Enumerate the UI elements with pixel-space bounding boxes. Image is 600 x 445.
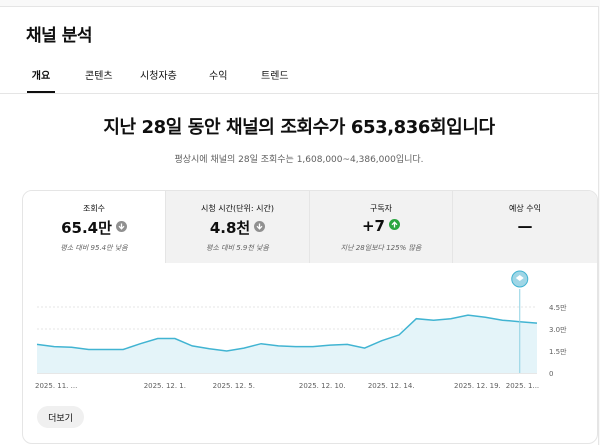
page-title: 채널 분석 bbox=[26, 26, 92, 46]
x-tick-label: 2025. 12. 10. bbox=[299, 382, 346, 390]
metric-value: +7 bbox=[310, 217, 452, 235]
x-tick-label: 2025. 12. 5. bbox=[213, 382, 255, 390]
metrics-row: 조회수 65.4만 평소 대비 95.4만 낮음 시청 시간(단위: 시간) 4… bbox=[23, 191, 597, 263]
metric-label: 시청 시간(단위: 시간) bbox=[201, 204, 274, 213]
views-chart[interactable]: 4.5만 3.0만 1.5만 0 2025. 11. ... 2025. 12. 1. 20… bbox=[23, 263, 597, 395]
metric-estimated-revenue[interactable]: 예상 수익 — bbox=[453, 191, 597, 263]
analytics-page: 채널 분석 개요 콘텐츠 시청자층 수익 트렌드 지난 28일 동안 채널의 조… bbox=[0, 6, 599, 445]
y-tick-label: 1.5만 bbox=[549, 347, 567, 356]
metric-label: 구독자 bbox=[369, 204, 393, 213]
tab-revenue[interactable]: 수익 bbox=[209, 71, 228, 82]
x-tick-label: 2025. 11. ... bbox=[35, 382, 77, 390]
y-tick-label: 0 bbox=[549, 370, 553, 378]
trend-down-icon bbox=[254, 221, 266, 232]
metric-note: 지난 28일보다 125% 많음 bbox=[340, 244, 422, 252]
summary-subline: 평상시에 채널의 28일 조회수는 1,608,000~4,386,000입니다… bbox=[174, 155, 424, 165]
metric-value: 65.4만 bbox=[23, 217, 165, 238]
trend-up-icon bbox=[389, 219, 400, 230]
metric-label: 예상 수익 bbox=[509, 204, 541, 213]
milestone-icon-glyph bbox=[515, 275, 524, 281]
metric-value: 4.8천 bbox=[166, 217, 309, 238]
trend-down-icon bbox=[115, 221, 127, 232]
metric-value: — bbox=[517, 217, 533, 235]
metric-note: 평소 대비 95.4만 낮음 bbox=[60, 244, 128, 252]
x-tick-label: 2025. 12. 1. bbox=[144, 382, 186, 390]
x-tick-label: 2025. 12. 14. bbox=[368, 382, 415, 390]
x-tick-label: 2025. 1... bbox=[506, 382, 539, 390]
y-tick-label: 4.5만 bbox=[549, 303, 567, 312]
metric-subscribers[interactable]: 구독자 +7 지난 28일보다 125% 많음 bbox=[310, 191, 453, 263]
x-tick-label: 2025. 12. 19. bbox=[454, 382, 501, 390]
tab-trends[interactable]: 트렌드 bbox=[261, 71, 289, 82]
metric-views[interactable]: 조회수 65.4만 평소 대비 95.4만 낮음 bbox=[23, 191, 166, 263]
tab-audience[interactable]: 시청자층 bbox=[140, 71, 177, 82]
series-line bbox=[36, 314, 538, 352]
summary-headline: 지난 28일 동안 채널의 조회수가 653,836회입니다 bbox=[103, 117, 495, 138]
metrics-card: 조회수 65.4만 평소 대비 95.4만 낮음 시청 시간(단위: 시간) 4… bbox=[22, 190, 598, 444]
more-button[interactable]: 더보기 bbox=[37, 406, 84, 428]
tab-content[interactable]: 콘텐츠 bbox=[85, 71, 113, 82]
metric-label: 조회수 bbox=[82, 204, 106, 213]
metric-note: 평소 대비 5.9천 낮음 bbox=[206, 244, 269, 252]
tab-bar: 개요 콘텐츠 시청자층 수익 트렌드 bbox=[0, 67, 598, 94]
metric-watch-time[interactable]: 시청 시간(단위: 시간) 4.8천 평소 대비 5.9천 낮음 bbox=[166, 191, 310, 263]
tab-overview[interactable]: 개요 bbox=[27, 67, 55, 93]
series-area bbox=[37, 315, 537, 373]
y-tick-label: 3.0만 bbox=[549, 325, 567, 334]
